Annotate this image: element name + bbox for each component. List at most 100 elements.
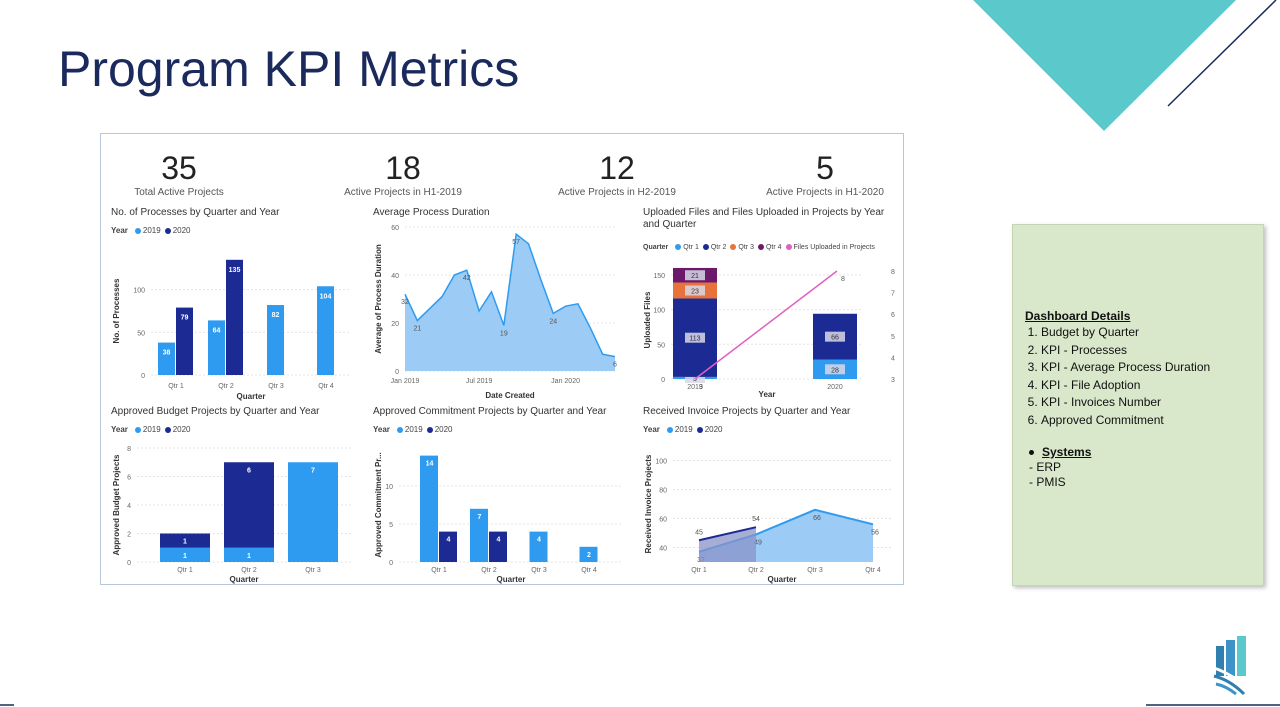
kpi-label: Active Projects in H1-2020 <box>766 187 884 198</box>
x-tick-label: Qtr 2 <box>218 383 234 390</box>
x-tick-label: Qtr 4 <box>318 383 334 390</box>
legend-dot-icon <box>730 244 737 251</box>
system-item: - ERP <box>1029 460 1062 474</box>
kpi-label: Active Projects in H1-2019 <box>344 187 462 198</box>
segment-label-box <box>825 364 845 375</box>
files-line <box>694 270 838 380</box>
bar-value-label: 64 <box>213 327 221 334</box>
x-axis-label: Quarter <box>237 392 266 401</box>
details-item: Approved Commitment <box>1041 412 1210 430</box>
kpi-h1-2019: 18 Active Projects in H1-2019 <box>313 151 493 198</box>
x-tick-label: Qtr 1 <box>168 383 184 390</box>
diagonal-rule <box>1167 0 1277 107</box>
y-tick-label: 0 <box>127 560 131 567</box>
legend-label: 2020 <box>172 425 191 434</box>
data-label: 19 <box>500 330 508 337</box>
legend-label: Files Uploaded in Projects <box>793 244 875 251</box>
y-axis-label: No. of Processes <box>112 278 121 343</box>
chart-title: Approved Commitment Projects by Quarter … <box>373 406 607 417</box>
chart-approved-commitment: Approved Commitment Projects by Quarter … <box>373 406 631 584</box>
legend-dot-icon <box>696 426 703 433</box>
y-tick-label: 40 <box>391 273 399 280</box>
details-item: KPI - Invoices Number <box>1041 394 1210 412</box>
segment-label-box <box>685 332 705 343</box>
bar-value-label: 1 <box>183 539 187 546</box>
bar <box>529 531 548 562</box>
data-label: 66 <box>813 515 821 522</box>
legend-dot-icon <box>675 244 682 251</box>
y-tick-label: 60 <box>391 225 399 232</box>
legend-label: Qtr 3 <box>738 244 754 251</box>
details-heading: Dashboard Details <box>1025 309 1131 323</box>
data-label: 49 <box>754 539 762 546</box>
x-tick-label: Qtr 3 <box>268 383 284 390</box>
bar-segment <box>160 533 210 548</box>
x-axis-label: Date Created <box>485 391 534 400</box>
y-tick-label: 6 <box>127 475 131 482</box>
y-tick-label: 60 <box>659 517 667 524</box>
x-tick-label: Jan 2019 <box>391 378 420 385</box>
legend-dot-icon <box>757 244 764 251</box>
chart-title-line: Uploaded Files and Files Uploaded in Pro… <box>643 207 885 218</box>
y-tick-label: 4 <box>127 503 131 510</box>
bar-value-label: 79 <box>181 315 189 322</box>
chart-title: Approved Budget Projects by Quarter and … <box>111 406 320 417</box>
area-line <box>698 526 757 542</box>
segment-label: 21 <box>691 273 699 280</box>
area-fill <box>405 234 615 371</box>
bar-value-label: 4 <box>447 537 451 544</box>
chart-legend: Year 2019 2020 <box>111 226 191 235</box>
bar <box>226 259 243 375</box>
page-title: Program KPI Metrics <box>58 41 520 97</box>
legend-label: Qtr 4 <box>765 244 782 251</box>
bullet-icon <box>1029 450 1034 456</box>
legend-label: 2019 <box>404 425 423 434</box>
systems-heading: Systems <box>1042 445 1092 459</box>
y2-tick-label: 4 <box>891 355 895 362</box>
y-tick-label: 2 <box>127 532 131 539</box>
segment-label-box <box>685 372 705 383</box>
bar-segment <box>160 547 210 562</box>
bar <box>579 546 598 562</box>
x-tick-label: Qtr 4 <box>865 567 881 574</box>
legend-title: Year <box>643 425 660 434</box>
bar-value-label: 14 <box>426 461 434 468</box>
chart-legend: Year 2019 2020 <box>111 425 191 434</box>
segment-label: 66 <box>831 335 839 342</box>
y-axis-label: Received Invoice Projects <box>644 454 653 553</box>
bar-value-label: 6 <box>247 467 251 474</box>
chart-plot: 0 20 40 60 Average of Process Duration Date C… <box>374 225 617 400</box>
y-tick-label: 80 <box>659 488 667 495</box>
y-tick-label: 100 <box>653 308 665 315</box>
bar-value-label: 7 <box>311 467 315 474</box>
y-tick-label: 0 <box>661 377 665 384</box>
legend-label: 2019 <box>674 425 693 434</box>
chart-approved-budget: Approved Budget Projects by Quarter and … <box>111 406 361 584</box>
chart-duration: Average Process Duration 0 20 40 60 Average … <box>373 207 623 402</box>
x-tick-label: Qtr 3 <box>305 567 321 574</box>
kpi-h1-2020: 5 Active Projects in H1-2020 <box>735 151 915 198</box>
chart-title: Received Invoice Projects by Quarter and… <box>643 406 851 417</box>
bar-segment <box>288 462 338 562</box>
line-label: 3 <box>699 384 703 391</box>
chart-plot: 0 50 100 No. of Processes Quarter Qtr 1 38 79 Qt… <box>112 259 351 401</box>
chart-legend: Year 2019 2020 <box>643 425 723 434</box>
bar-value-label: 4 <box>497 537 501 544</box>
y-tick-label: 150 <box>653 273 665 280</box>
dashboard-screenshot: 35 Total Active Projects 18 Active Proje… <box>100 133 904 585</box>
legend-label: 2019 <box>142 226 161 235</box>
legend-dot-icon <box>134 227 141 234</box>
area-line <box>404 232 616 358</box>
segment-label: 113 <box>689 336 700 343</box>
chart-processes: No. of Processes by Quarter and Year Yea… <box>111 207 361 402</box>
x-tick-label: Jan 2020 <box>551 378 580 385</box>
teal-triangle <box>973 0 1236 131</box>
y2-tick-label: 7 <box>891 291 895 298</box>
bar-value-label: 1 <box>183 553 187 560</box>
details-list: Budget by Quarter KPI - Processes KPI - … <box>1023 324 1210 429</box>
data-label: 57 <box>512 239 520 246</box>
data-label: 24 <box>549 318 557 325</box>
